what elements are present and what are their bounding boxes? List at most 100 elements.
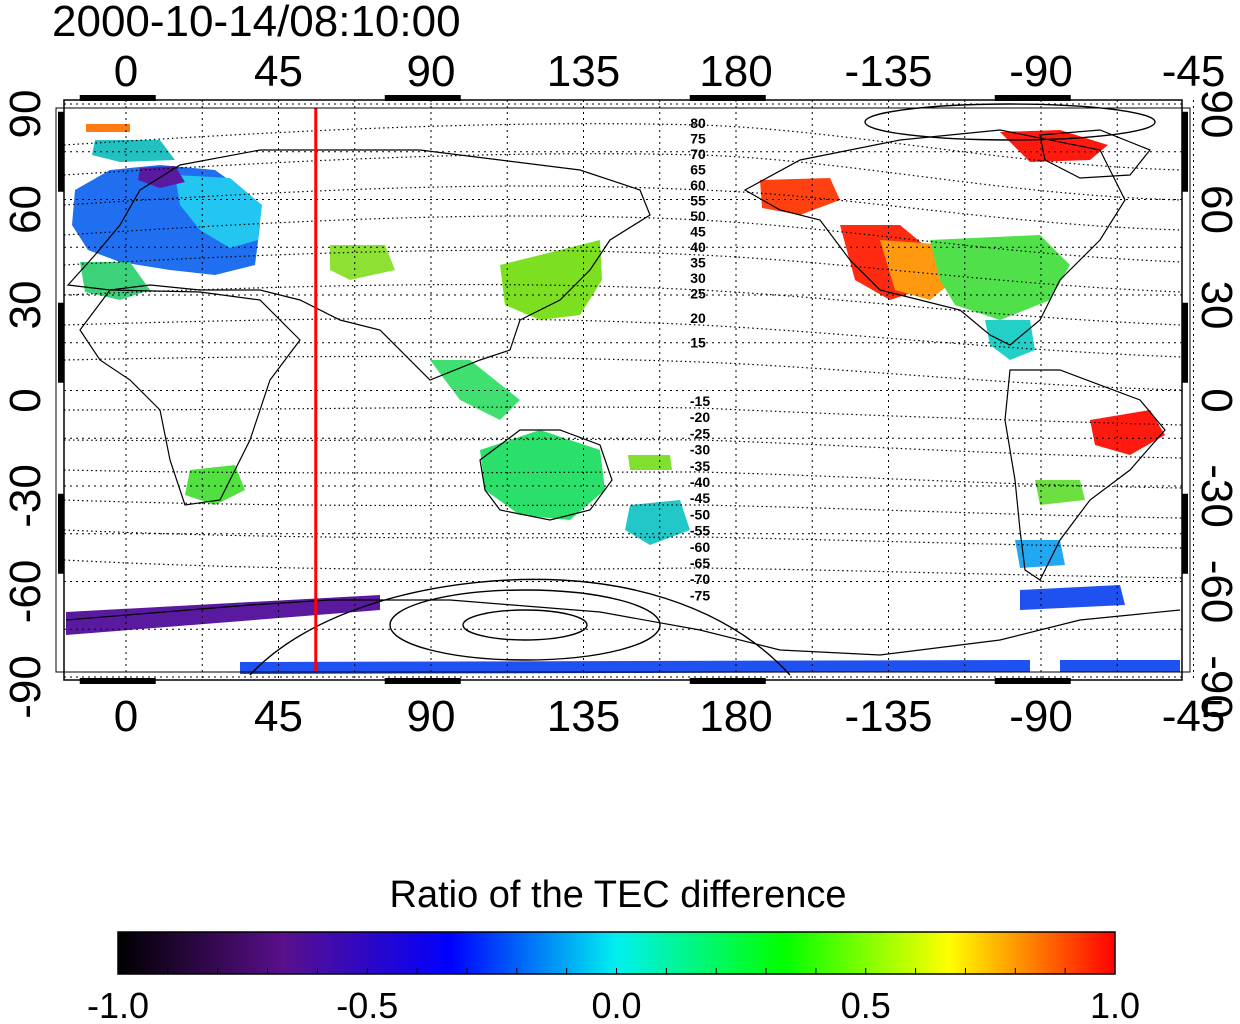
- top-longitude-label: -90: [1009, 47, 1073, 96]
- left-border-segment: [58, 111, 64, 192]
- top-border-segment: [994, 95, 1071, 101]
- australia-patch: [480, 430, 605, 520]
- south-america-red-patch: [1090, 410, 1165, 455]
- se-asia-patch: [430, 360, 520, 420]
- right-border-segment: [1182, 111, 1188, 192]
- arctic-orange-patch: [86, 124, 130, 132]
- right-border-segment: [1182, 493, 1188, 574]
- coastline-south-america: [1004, 369, 1166, 581]
- polar-contours: [249, 103, 1156, 676]
- contour-label: -25: [690, 425, 710, 441]
- left-latitude-label: -60: [1, 560, 50, 624]
- contour-label: 35: [690, 255, 706, 271]
- contour-label: -50: [690, 506, 710, 522]
- colorbar-tick-label: 1.0: [1090, 985, 1140, 1024]
- coastline-australia: [479, 429, 613, 521]
- map-border-bars: [58, 95, 1188, 684]
- top-longitude-label: -135: [844, 47, 932, 96]
- coastline-eurasia: [66, 149, 651, 381]
- bottom-longitude-label: -135: [844, 692, 932, 741]
- north-atlantic-patch: [92, 140, 175, 162]
- antarctic-blue-band-3: [1020, 585, 1125, 610]
- contour-label: 55: [690, 193, 706, 209]
- contour-label: 75: [690, 131, 706, 147]
- right-latitude-label: 30: [1192, 281, 1240, 330]
- bottom-longitude-label: 135: [547, 692, 620, 741]
- top-longitude-label: -45: [1162, 47, 1226, 96]
- top-border-segment: [689, 95, 766, 101]
- left-latitude-label: 90: [1, 90, 50, 139]
- patagonia-patch: [1015, 540, 1065, 568]
- antarctic-blue-band-1: [240, 660, 1030, 674]
- colorbar-title: Ratio of the TEC difference: [389, 874, 847, 916]
- contour-label: 15: [690, 335, 706, 351]
- colorbar-tick-label: -1.0: [87, 985, 149, 1024]
- right-latitude-labels: 90 60 30 0 -30 -60 -90: [1192, 90, 1240, 719]
- contour-label: -35: [690, 458, 710, 474]
- central-america-patch: [985, 320, 1035, 360]
- bottom-border-segment: [994, 678, 1071, 684]
- alaska-patch: [760, 178, 840, 215]
- top-longitude-labels: 0 45 90 135 180 -135 -90 -45: [114, 47, 1226, 96]
- bottom-longitude-label: -45: [1162, 692, 1226, 741]
- right-latitude-label: -60: [1192, 560, 1240, 624]
- contour-label: -20: [690, 409, 710, 425]
- contour-label: 60: [690, 177, 706, 193]
- left-latitude-label: 30: [1, 281, 50, 330]
- antarctic-blue-band-2: [1060, 660, 1180, 672]
- bottom-longitude-label: 0: [114, 692, 138, 741]
- right-latitude-label: -90: [1192, 655, 1240, 719]
- right-latitude-label: 0: [1192, 388, 1240, 412]
- bottom-border-segment: [384, 678, 461, 684]
- contour-label: 45: [690, 224, 706, 240]
- colorbar: -1.0 -0.5 0.0 0.5 1.0: [87, 931, 1140, 1024]
- left-latitude-labels: 90 60 30 0 -30 -60 -90: [1, 90, 50, 719]
- top-longitude-label: 0: [114, 47, 138, 96]
- right-latitude-label: -30: [1192, 464, 1240, 528]
- colorbar-tick-label: 0.0: [591, 985, 641, 1024]
- contour-label: 70: [690, 146, 706, 162]
- top-border-segment: [384, 95, 461, 101]
- top-longitude-label: 135: [547, 47, 620, 96]
- contour-label: 80: [690, 115, 706, 131]
- antarctic-purple-band: [66, 595, 380, 635]
- colorbar-gradient: [117, 931, 1116, 975]
- contour-label: -65: [690, 555, 710, 571]
- left-border-segment: [58, 302, 64, 383]
- contour-label: -30: [690, 442, 710, 458]
- map-frame: [63, 99, 1183, 681]
- contour-labels-south: -15-20-25-30-35-40-45-50-55-60-65-70-75: [690, 393, 710, 603]
- east-asia-patch: [500, 240, 602, 320]
- map-inner-frame: [55, 107, 1191, 673]
- colorbar-ticks: -1.0 -0.5 0.0 0.5 1.0: [87, 968, 1140, 1024]
- timestamp-title: 2000-10-14/08:10:00: [52, 0, 461, 46]
- right-latitude-label: 60: [1192, 185, 1240, 234]
- bottom-border-segment: [689, 678, 766, 684]
- magnetic-contours: [64, 123, 1182, 579]
- contour-label: 30: [690, 270, 706, 286]
- central-asia-patch: [330, 245, 395, 280]
- contour-label: -15: [690, 393, 710, 409]
- contour-label: 50: [690, 208, 706, 224]
- top-longitude-label: 45: [254, 47, 303, 96]
- top-longitude-label: 90: [407, 47, 456, 96]
- bottom-longitude-label: 45: [254, 692, 303, 741]
- bottom-longitude-label: -90: [1009, 692, 1073, 741]
- coastline-greenland: [1039, 129, 1151, 179]
- left-latitude-label: -30: [1, 464, 50, 528]
- contour-label: -40: [690, 474, 710, 490]
- left-border-segment: [58, 493, 64, 574]
- left-latitude-label: -90: [1, 655, 50, 719]
- nz-green-patch: [628, 455, 672, 470]
- bottom-longitude-label: 90: [407, 692, 456, 741]
- contour-label: 40: [690, 239, 706, 255]
- bottom-longitude-labels: 0 45 90 135 180 -135 -90 -45: [114, 692, 1226, 741]
- contour-label: -75: [690, 587, 710, 603]
- graticule-grid: [64, 100, 1194, 680]
- right-border-segment: [1182, 302, 1188, 383]
- south-africa-patch: [185, 465, 245, 505]
- contour-label: 25: [690, 286, 706, 302]
- contour-label: -55: [690, 523, 710, 539]
- bottom-border-segment: [79, 678, 156, 684]
